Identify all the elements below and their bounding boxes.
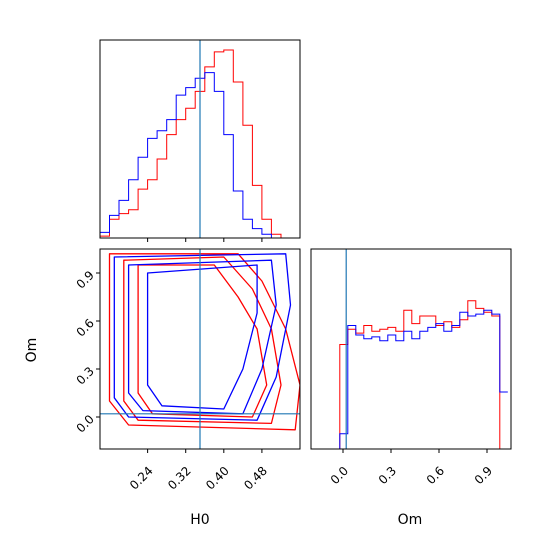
- h0-om-contour-panel: 0.24 0.32 0.40 0.48 0.0 0.3 0.6 0.9: [74, 248, 301, 493]
- contour-layer: [108, 253, 300, 431]
- h0-histogram-panel: [99, 39, 301, 242]
- contour-0-level-2: [137, 264, 268, 418]
- contour-0-level-1: [123, 256, 282, 425]
- x-tick-label-2: 0.40: [203, 464, 232, 493]
- om-histogram-panel: 0.0 0.3 0.6 0.9: [310, 248, 512, 487]
- y-tick-label-1: 0.3: [74, 364, 97, 387]
- y-tick-label-2: 0.6: [74, 316, 97, 339]
- histogram-series-0: [100, 49, 300, 239]
- y-tick-label-0: 0.0: [74, 412, 97, 435]
- histogram-series-0: [339, 300, 508, 449]
- contour-0-level-0: [108, 253, 300, 431]
- contour-1-level-0: [113, 253, 292, 421]
- x-tick-label-2: 0.6: [424, 464, 447, 487]
- histogram-series-1: [100, 72, 300, 239]
- x-tick-label-1: 0.3: [376, 464, 399, 487]
- x-tick-label-3: 0.9: [472, 464, 495, 487]
- x-tick-label-3: 0.48: [241, 464, 270, 493]
- panel-frame: [310, 248, 512, 450]
- om-hist-layer: [339, 300, 508, 449]
- y-axis-label-om: Om: [24, 338, 40, 363]
- x-axis-label-om: Om: [398, 512, 423, 528]
- x-tick-label-0: 0.24: [127, 464, 156, 493]
- x-tick-label-1: 0.32: [165, 464, 194, 493]
- contour-1-level-1: [127, 259, 277, 415]
- panel-frame: [99, 248, 301, 450]
- y-tick-label-3: 0.9: [74, 268, 97, 291]
- panel-frame: [99, 39, 301, 239]
- contour-1-level-2: [146, 264, 258, 410]
- x-axis-label-h0: H0: [190, 512, 209, 528]
- x-tick-label-0: 0.0: [328, 464, 351, 487]
- histogram-series-1: [339, 309, 508, 449]
